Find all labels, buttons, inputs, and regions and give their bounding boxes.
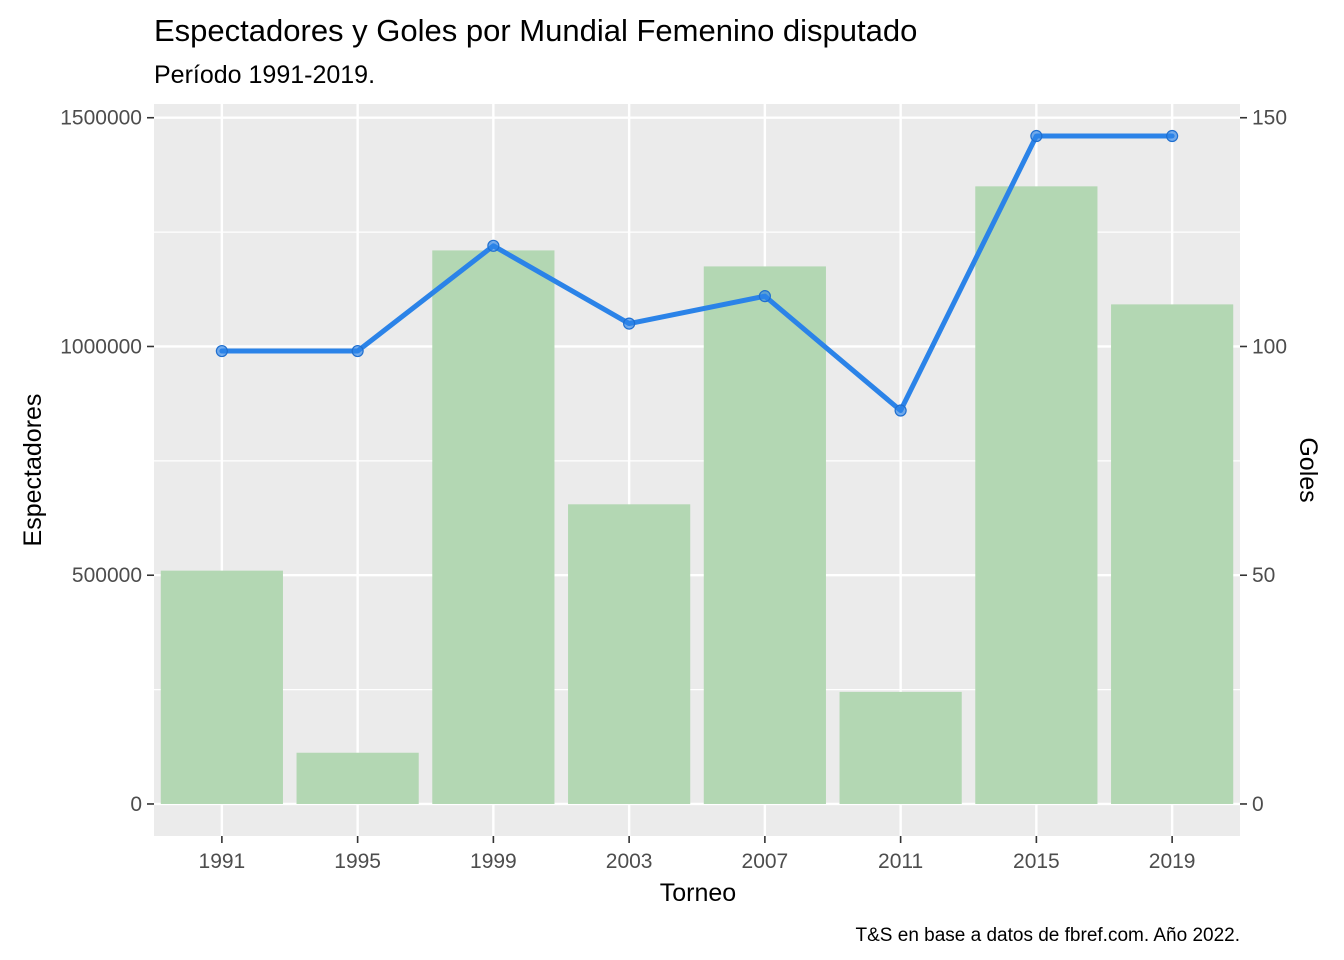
bar [975,186,1098,804]
chart-title: Espectadores y Goles por Mundial Femenin… [154,13,917,48]
line-series [215,129,1179,417]
x-tick-label: 2019 [1149,850,1196,873]
bar [568,504,691,804]
y2-tick-label: 100 [1252,335,1287,358]
goals-point [894,404,907,417]
chart-caption: T&S en base a datos de fbref.com. Año 20… [856,925,1240,946]
x-tick-label: 1991 [199,850,246,873]
axes: 0 500000 1000000 1500000 0 50 100 150 1991 1995 19… [60,107,1287,873]
goals-line [219,133,1175,414]
goals-point [623,317,636,330]
goals-point [487,239,500,252]
x-axis-title: Torneo [660,879,736,907]
y-tick-label: 500000 [72,564,142,587]
x-tick-label: 1999 [470,850,517,873]
y-tick-label: 0 [130,793,142,816]
x-tick-label: 2003 [606,850,653,873]
y2-tick-label: 150 [1252,107,1287,130]
y2-tick-label: 0 [1252,793,1264,816]
bar [432,250,555,804]
bar [1111,304,1234,804]
x-tick-label: 2015 [1013,850,1060,873]
x-tick-label: 2011 [878,850,923,873]
y-axis-title: Espectadores [19,394,47,547]
y-tick-label: 1500000 [60,107,142,130]
goals-point [758,290,771,303]
y2-axis-title: Goles [1294,437,1322,502]
bar [839,691,962,804]
bar [703,266,826,804]
chart-subtitle: Período 1991-2019. [154,61,375,89]
bar [160,570,283,804]
bar-series [160,186,1234,804]
x-tick-label: 2007 [742,850,789,873]
y2-tick-label: 50 [1252,564,1275,587]
x-tick-label: 1995 [334,850,381,873]
y-tick-label: 1000000 [60,335,142,358]
goals-point [215,344,228,358]
goals-point [1030,129,1043,143]
goals-point [1166,129,1179,143]
goals-point [351,344,364,358]
bar [296,752,419,804]
